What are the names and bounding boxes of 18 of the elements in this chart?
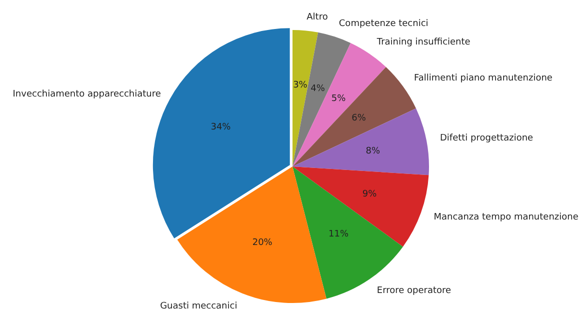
data-label: 20% (252, 238, 273, 248)
data-label: 3% (293, 80, 308, 90)
data-label: 11% (328, 230, 349, 240)
slice-label: Training insufficiente (376, 38, 471, 48)
data-label: 5% (331, 94, 346, 104)
data-label: 8% (366, 146, 381, 156)
slice-label: Competenze tecnici (338, 19, 428, 30)
data-label: 9% (362, 190, 378, 200)
data-label: 34% (210, 122, 232, 132)
data-label: 6% (352, 114, 366, 124)
slice-label: Altro (306, 12, 328, 22)
slice-label: Difetti progettazione (440, 134, 534, 144)
slice-label: Guasti meccanici (160, 301, 238, 312)
slice-label: Mancanza tempo manutenzione (434, 212, 579, 223)
slice-label: Errore operatore (376, 286, 452, 296)
slice-label: Fallimenti piano manutenzione (414, 74, 553, 84)
data-label: 4% (310, 84, 326, 94)
slice-label: Invecchiamento apparecchiature (12, 90, 162, 100)
